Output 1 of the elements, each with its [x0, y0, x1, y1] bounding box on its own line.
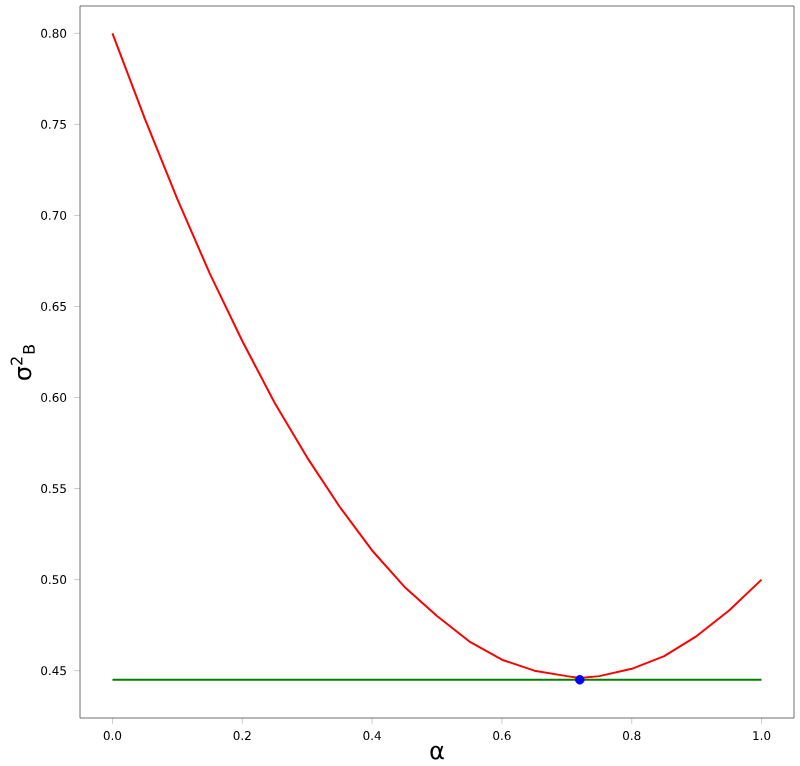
- x-axis-title: α: [430, 745, 444, 760]
